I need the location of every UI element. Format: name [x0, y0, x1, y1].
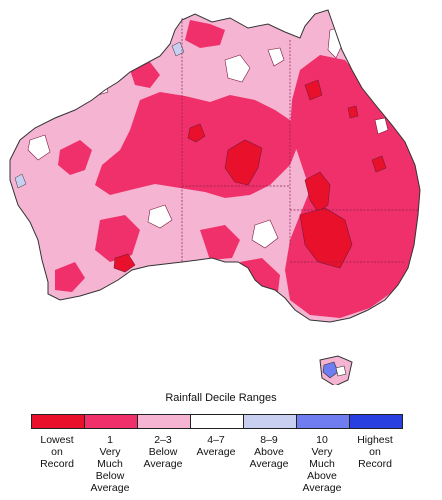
legend-color-bar: [31, 414, 403, 429]
state-borders: [181, 18, 418, 263]
rainfall-map: [9, 9, 421, 385]
lowest-on-record-areas: [113, 79, 387, 273]
legend-label-lowest-on-record: Lowest on Record: [40, 434, 74, 470]
legend-label-above-average: 8–9 Above Average: [249, 434, 289, 470]
swatch-below-average: [138, 415, 191, 428]
legend-label-below-average: 2–3 Below Average: [143, 434, 183, 470]
legend-label-very-much-above-average: 10 Very Much Above Average: [302, 434, 342, 494]
above-average-areas: [14, 41, 185, 189]
swatch-average: [191, 415, 244, 428]
swatch-lowest-on-record: [32, 415, 85, 428]
legend-label-highest-on-record: Highest on Record: [357, 434, 393, 470]
swatch-very-much-above-average: [297, 415, 350, 428]
legend-label-very-much-below-average: 1 Very Much Below Average: [90, 434, 130, 494]
legend-label-average: 4–7 Average: [196, 434, 236, 458]
legend-title: Rainfall Decile Ranges: [165, 392, 277, 404]
swatch-highest-on-record: [350, 415, 402, 428]
swatch-very-much-below-average: [85, 415, 138, 428]
tasmania: [319, 355, 353, 385]
swatch-above-average: [244, 415, 297, 428]
